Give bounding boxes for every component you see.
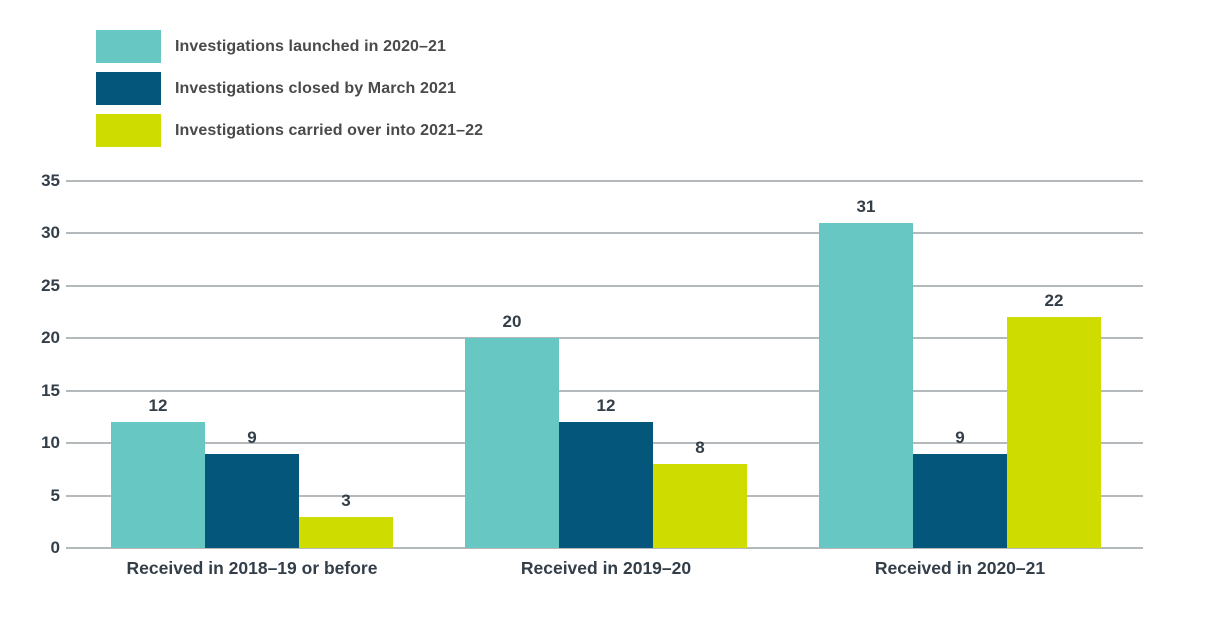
legend-swatch-icon xyxy=(96,114,161,147)
bar-series0-group0 xyxy=(111,422,205,548)
plot-area: 12 9 3 20 12 8 31 9 22 xyxy=(66,180,1143,549)
bar-value-label: 20 xyxy=(502,312,522,331)
bar-series2-group1 xyxy=(653,464,747,548)
x-axis-category-label: Received in 2018–19 or before xyxy=(126,558,378,578)
bar-value-label: 9 xyxy=(247,428,257,447)
bar-series2-group0 xyxy=(299,517,393,548)
legend-item-0: Investigations launched in 2020–21 xyxy=(96,30,483,63)
y-axis-tick-label: 35 xyxy=(41,171,60,190)
y-axis-tick-label: 15 xyxy=(41,380,60,400)
y-axis-tick-label: 5 xyxy=(50,485,60,505)
bar-series0-group1 xyxy=(465,338,559,548)
bar-series1-group2 xyxy=(913,454,1007,548)
y-axis-tick-label: 25 xyxy=(41,275,60,295)
bar-value-label: 9 xyxy=(955,428,965,447)
gridline-20 xyxy=(66,337,1143,340)
bar-value-label: 22 xyxy=(1044,291,1064,310)
y-axis-tick-label: 10 xyxy=(41,433,60,453)
bar-value-label: 12 xyxy=(148,396,168,415)
y-axis-tick-label: 20 xyxy=(41,328,60,348)
gridline-30 xyxy=(66,232,1143,235)
legend-label: Investigations closed by March 2021 xyxy=(175,79,456,97)
bar-value-label: 3 xyxy=(341,491,351,510)
gridline-15 xyxy=(66,389,1143,392)
bar-series1-group1 xyxy=(559,422,653,548)
bar-value-label: 8 xyxy=(695,438,705,457)
legend-label: Investigations launched in 2020–21 xyxy=(175,37,447,55)
bar-value-label: 31 xyxy=(856,197,876,216)
legend-item-1: Investigations closed by March 2021 xyxy=(96,72,483,105)
gridline-25 xyxy=(66,284,1143,287)
bar-series2-group2 xyxy=(1007,317,1101,548)
bar-series1-group0 xyxy=(205,454,299,548)
gridline-0 xyxy=(66,547,1143,549)
legend-item-2: Investigations carried over into 2021–22 xyxy=(96,114,483,147)
gridline-35 xyxy=(66,180,1143,182)
chart-legend: Investigations launched in 2020–21 Invest… xyxy=(96,30,483,156)
y-axis-tick-label: 0 xyxy=(50,538,60,557)
legend-label: Investigations carried over into 2021–22 xyxy=(175,121,484,139)
y-axis-tick-label: 30 xyxy=(41,223,60,243)
x-axis-category-label: Received in 2020–21 xyxy=(874,558,1046,578)
bar-value-label: 12 xyxy=(596,396,616,415)
x-axis-category-label: Received in 2019–20 xyxy=(520,558,692,578)
legend-swatch-icon xyxy=(96,72,161,105)
legend-swatch-icon xyxy=(96,30,161,63)
bar-series0-group2 xyxy=(819,223,913,548)
